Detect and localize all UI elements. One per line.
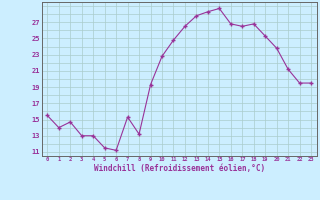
X-axis label: Windchill (Refroidissement éolien,°C): Windchill (Refroidissement éolien,°C) [94, 164, 265, 173]
